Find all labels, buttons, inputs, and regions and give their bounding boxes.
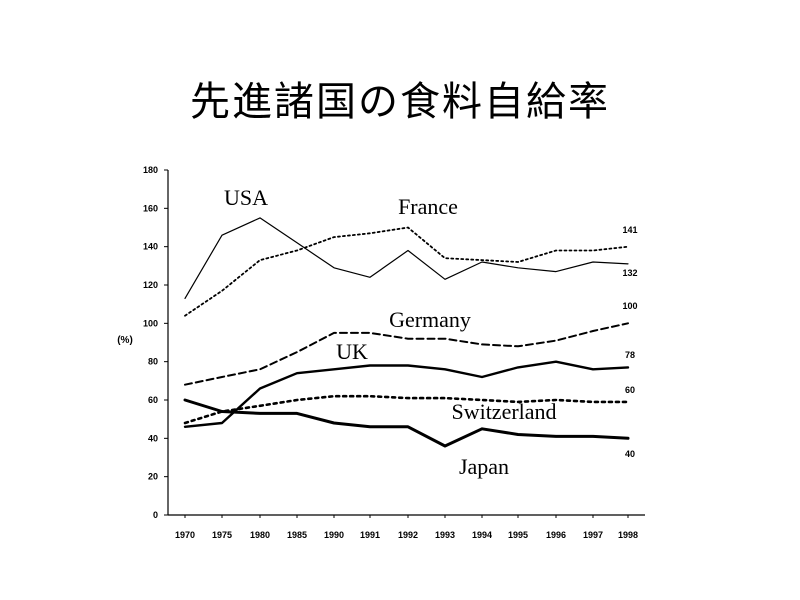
y-tick-label: 80	[148, 357, 158, 367]
y-tick-label: 140	[143, 242, 158, 252]
x-tick-label: 1996	[546, 530, 566, 540]
series-label-france: France	[398, 194, 458, 219]
y-axis-label: (%)	[117, 335, 133, 346]
series-line-switzerland	[183, 394, 630, 425]
axes: 0 20 40 60 80 100 120 140 160 180 (%) 1970 1975 1980 1…	[117, 165, 645, 540]
x-tick-label: 1995	[508, 530, 528, 540]
x-tick-label: 1994	[472, 530, 492, 540]
y-tick-label: 40	[148, 433, 158, 443]
x-tick-label: 1990	[324, 530, 344, 540]
series-line-germany	[184, 322, 629, 386]
series-line-uk	[183, 360, 630, 428]
end-value-label-usa: 132	[622, 268, 637, 278]
series-label-usa: USA	[224, 185, 268, 210]
y-tick-label: 180	[143, 165, 158, 175]
series-line-japan	[183, 398, 630, 448]
x-tick-label: 1992	[398, 530, 418, 540]
end-value-label-switzerland: 60	[625, 385, 635, 395]
x-tick-label: 1998	[618, 530, 638, 540]
y-tick-label: 60	[148, 395, 158, 405]
y-tick-label: 0	[153, 510, 158, 520]
x-tick-label: 1970	[175, 530, 195, 540]
end-value-label-france: 141	[622, 225, 637, 235]
series-label-uk: UK	[336, 339, 368, 364]
y-tick-label: 100	[143, 318, 158, 328]
end-value-label-uk: 78	[625, 350, 635, 360]
series-label-germany: Germany	[389, 307, 471, 332]
y-tick-label: 160	[143, 203, 158, 213]
series-line-france	[184, 226, 629, 317]
x-tick-label: 1991	[360, 530, 380, 540]
series-label-switzerland: Switzerland	[451, 399, 556, 424]
end-value-label-japan: 40	[625, 449, 635, 459]
series-layer	[183, 217, 630, 448]
end-value-label-germany: 100	[622, 301, 637, 311]
x-tick-label: 1980	[250, 530, 270, 540]
x-tick-label: 1975	[212, 530, 232, 540]
x-tick-label: 1985	[287, 530, 307, 540]
series-label-japan: Japan	[459, 454, 509, 479]
x-tick-label: 1997	[583, 530, 603, 540]
y-tick-label: 20	[148, 472, 158, 482]
series-line-usa	[184, 217, 629, 299]
y-tick-label: 120	[143, 280, 158, 290]
x-tick-label: 1993	[435, 530, 455, 540]
chart-title: 先進諸国の食料自給率	[190, 79, 610, 125]
labels-layer: USA 132 France 141 Germany 100 UK 78 Switzerland…	[224, 185, 638, 479]
